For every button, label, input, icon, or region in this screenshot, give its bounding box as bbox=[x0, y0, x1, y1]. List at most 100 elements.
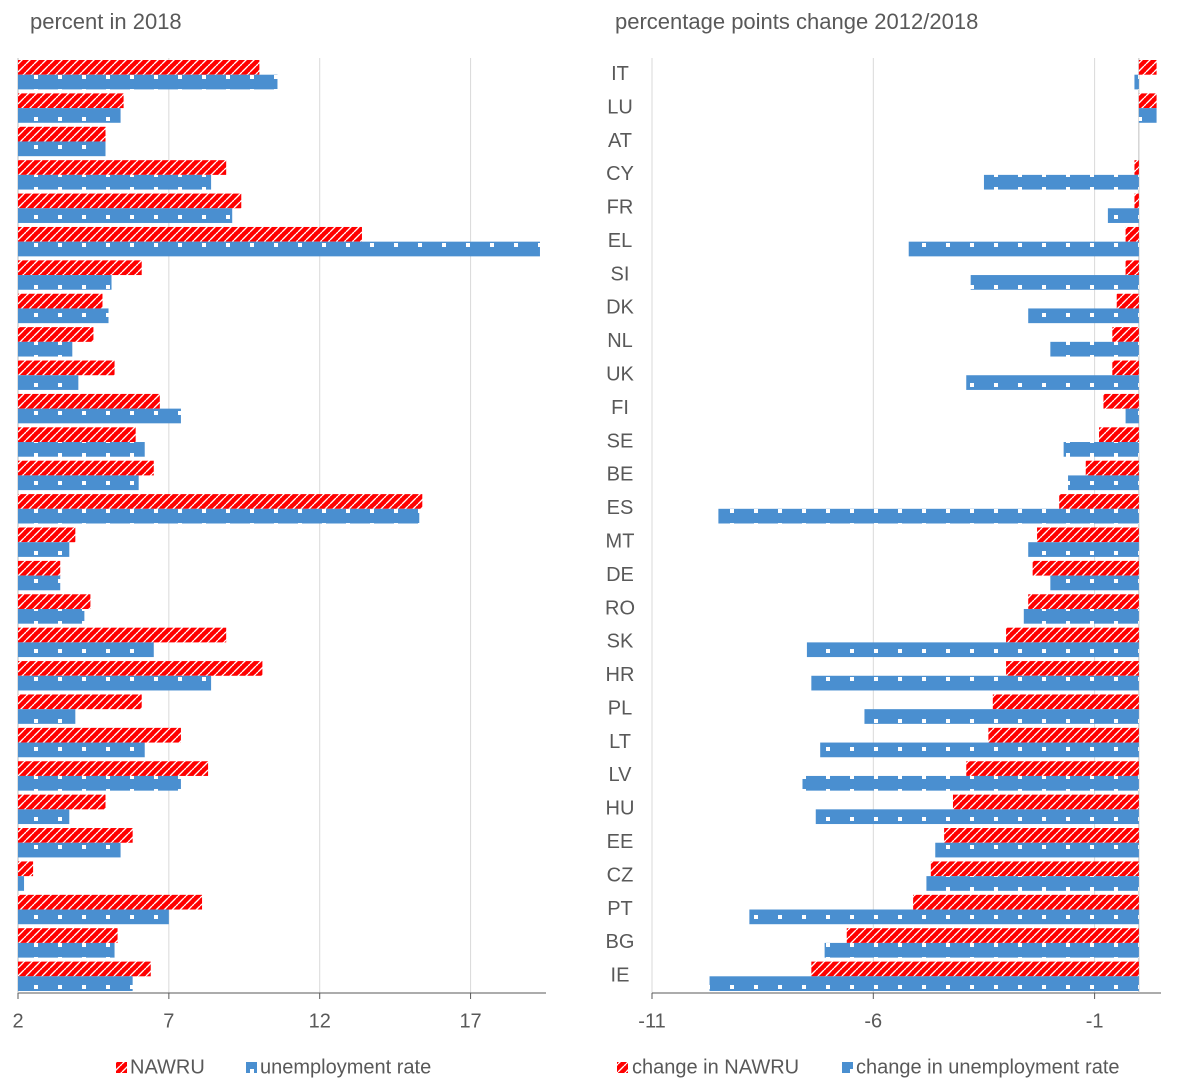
bar bbox=[18, 93, 124, 109]
bar bbox=[18, 442, 145, 457]
bar bbox=[18, 174, 212, 190]
bar bbox=[1059, 494, 1139, 509]
legend-swatch bbox=[842, 1062, 853, 1073]
bar bbox=[749, 909, 1139, 925]
bar bbox=[913, 894, 1139, 910]
category-label: FI bbox=[611, 397, 629, 419]
bar bbox=[1125, 260, 1139, 276]
bar bbox=[18, 160, 227, 175]
bar bbox=[983, 174, 1139, 190]
category-label: SE bbox=[607, 430, 634, 452]
bar bbox=[18, 876, 25, 891]
bar bbox=[966, 375, 1139, 390]
bar bbox=[18, 327, 94, 342]
bar bbox=[18, 560, 61, 576]
bar bbox=[18, 408, 181, 424]
bar bbox=[1023, 608, 1139, 624]
bar bbox=[1006, 627, 1139, 643]
category-label: PL bbox=[608, 697, 632, 719]
category-label: IT bbox=[611, 63, 629, 85]
bar bbox=[820, 742, 1139, 758]
bar bbox=[1103, 393, 1139, 409]
bar bbox=[811, 675, 1139, 691]
x-tick-label: -1 bbox=[1086, 1010, 1104, 1032]
bar bbox=[18, 126, 106, 142]
bar bbox=[18, 742, 145, 758]
category-label: NL bbox=[607, 330, 633, 352]
bar bbox=[1028, 542, 1139, 557]
bar bbox=[18, 141, 106, 157]
bar bbox=[811, 961, 1139, 977]
bar bbox=[718, 508, 1139, 524]
legend-swatch bbox=[246, 1062, 257, 1073]
bar bbox=[18, 928, 118, 943]
bar bbox=[18, 894, 203, 910]
bar bbox=[864, 709, 1139, 724]
bar bbox=[1099, 427, 1139, 443]
legend-label: change in NAWRU bbox=[632, 1056, 799, 1078]
x-tick-label: 17 bbox=[459, 1010, 481, 1032]
legend-label: unemployment rate bbox=[260, 1056, 431, 1078]
bar bbox=[18, 108, 121, 123]
bar bbox=[1006, 661, 1139, 676]
category-label: EE bbox=[607, 831, 634, 853]
bar bbox=[1112, 360, 1139, 376]
bar bbox=[18, 842, 121, 858]
category-label: CY bbox=[606, 163, 634, 185]
bar bbox=[815, 809, 1139, 825]
chart-title: percent in 2018 bbox=[30, 9, 182, 34]
category-label: CZ bbox=[607, 864, 634, 886]
category-label: SK bbox=[607, 631, 634, 653]
bar bbox=[709, 976, 1139, 991]
bar bbox=[1134, 74, 1139, 90]
category-label: PT bbox=[607, 898, 633, 920]
bar bbox=[966, 761, 1139, 776]
bar bbox=[18, 74, 278, 90]
bar bbox=[926, 876, 1139, 891]
category-label: BG bbox=[606, 931, 635, 953]
bar bbox=[1068, 475, 1139, 491]
bar bbox=[18, 675, 212, 691]
bar bbox=[970, 275, 1139, 290]
category-label: UK bbox=[606, 364, 634, 386]
bar bbox=[18, 694, 142, 710]
x-tick-label: -11 bbox=[638, 1010, 665, 1032]
category-label: LT bbox=[609, 731, 631, 753]
bar bbox=[18, 260, 142, 276]
bar bbox=[1028, 594, 1139, 609]
bar bbox=[824, 942, 1139, 958]
category-label: BE bbox=[607, 464, 634, 486]
bar bbox=[18, 527, 76, 543]
category-label: DK bbox=[606, 297, 634, 319]
bar bbox=[18, 375, 79, 390]
bar bbox=[18, 828, 133, 843]
bar bbox=[1063, 442, 1139, 457]
bar bbox=[18, 861, 34, 877]
bar bbox=[18, 794, 106, 810]
bar bbox=[18, 709, 76, 724]
x-tick-label: 12 bbox=[309, 1010, 331, 1032]
bar bbox=[1032, 560, 1139, 576]
bar bbox=[806, 642, 1139, 658]
bar bbox=[18, 275, 112, 290]
bar bbox=[1037, 527, 1139, 543]
category-label: LU bbox=[607, 96, 633, 118]
bar bbox=[18, 575, 61, 591]
bar bbox=[1138, 108, 1157, 123]
category-label: FR bbox=[607, 197, 634, 219]
bar bbox=[1028, 308, 1139, 324]
category-label: LV bbox=[609, 764, 633, 786]
category-label: ES bbox=[607, 497, 634, 519]
bar bbox=[18, 976, 133, 991]
bar bbox=[1050, 341, 1139, 357]
bar bbox=[935, 842, 1139, 858]
bar bbox=[952, 794, 1139, 810]
category-label: AT bbox=[608, 130, 632, 152]
bar bbox=[18, 393, 160, 409]
bar bbox=[18, 942, 115, 958]
category-label: IE bbox=[611, 965, 630, 987]
legend-label: NAWRU bbox=[130, 1056, 205, 1078]
legend-label: change in unemployment rate bbox=[856, 1056, 1120, 1078]
